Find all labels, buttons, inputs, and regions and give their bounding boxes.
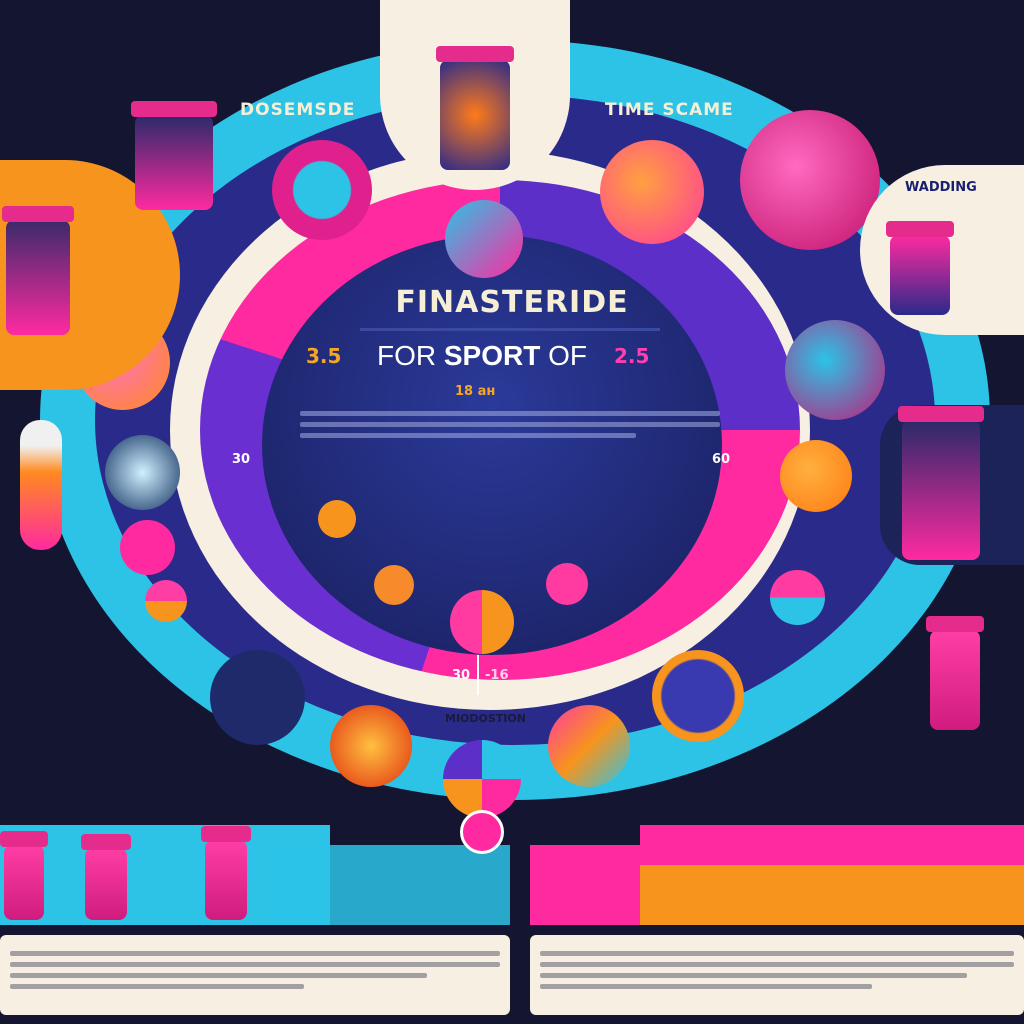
right-heading: TIME SCAME bbox=[605, 100, 734, 120]
shield-icon bbox=[460, 810, 504, 854]
ball-icon bbox=[600, 140, 704, 244]
syringe-icon bbox=[20, 420, 62, 550]
ring-left-number: 30 bbox=[232, 452, 251, 467]
left-chart-band-2 bbox=[270, 845, 510, 925]
top-jar-icon bbox=[436, 46, 514, 170]
ball-icon bbox=[780, 440, 852, 512]
bottom-label: MIODOSTION bbox=[445, 712, 526, 725]
ball-icon bbox=[785, 320, 885, 420]
center-text bbox=[300, 405, 720, 444]
ball-icon bbox=[120, 520, 175, 575]
mid-value: 18 ан bbox=[455, 384, 496, 399]
ball-icon bbox=[330, 705, 412, 787]
subtitle-suffix: OF bbox=[540, 340, 588, 371]
ball-icon bbox=[445, 200, 523, 278]
jar-icon bbox=[898, 406, 984, 560]
right-text-panel bbox=[530, 935, 1024, 1015]
subtitle: FOR SPORT OF bbox=[362, 340, 602, 372]
left-heading: DOSEMSDE bbox=[240, 100, 356, 120]
ball-icon bbox=[443, 740, 521, 818]
jar-icon bbox=[0, 831, 48, 920]
pill-icon bbox=[210, 650, 305, 745]
subtitle-bold: SPORT bbox=[443, 340, 541, 371]
right-chart-orange bbox=[640, 865, 1024, 925]
page-title: FINASTERIDE bbox=[395, 285, 629, 320]
basketball-icon bbox=[740, 110, 880, 250]
center-panel bbox=[262, 235, 722, 655]
jar-icon bbox=[926, 616, 984, 730]
ball-icon bbox=[450, 590, 514, 654]
left-text-panel bbox=[0, 935, 510, 1015]
jar-icon bbox=[81, 834, 131, 920]
right-chart-top bbox=[640, 825, 1024, 845]
ring-bottom-left: 30 bbox=[452, 668, 471, 683]
ring-right-number: 60 bbox=[712, 452, 731, 467]
jar-icon bbox=[201, 826, 251, 920]
left-value: 3.5 bbox=[306, 344, 342, 368]
ball-icon bbox=[374, 565, 414, 605]
ball-icon bbox=[770, 570, 825, 625]
warning-label: WADDING bbox=[905, 180, 977, 195]
ball-icon bbox=[318, 500, 356, 538]
jar-icon bbox=[131, 101, 217, 210]
ball-icon bbox=[546, 563, 588, 605]
jar-icon bbox=[886, 221, 954, 315]
soccer-ball-icon bbox=[652, 650, 744, 742]
ring-bottom-right: -16 bbox=[485, 668, 509, 683]
divider bbox=[360, 328, 660, 331]
ball-icon bbox=[548, 705, 630, 787]
ball-icon bbox=[272, 140, 372, 240]
jar-icon bbox=[2, 206, 74, 335]
right-value: 2.5 bbox=[614, 344, 650, 368]
ball-icon bbox=[105, 435, 180, 510]
ring-marker bbox=[477, 655, 479, 695]
ball-icon bbox=[145, 580, 187, 622]
subtitle-prefix: FOR bbox=[376, 340, 444, 371]
